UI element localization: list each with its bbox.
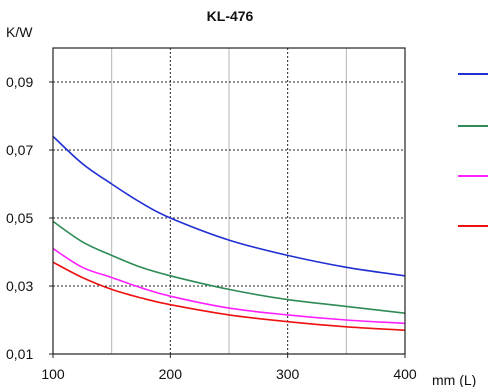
x-tick-label: 200 bbox=[159, 366, 183, 382]
grid bbox=[53, 48, 405, 354]
tick-labels: 100 200 300 400 0,01 0,03 0,05 0,07 0,09 bbox=[6, 74, 417, 382]
series-line-2 bbox=[52, 220, 406, 314]
legend bbox=[458, 73, 488, 227]
y-tick-label: 0,09 bbox=[6, 74, 33, 90]
y-tick-label: 0,05 bbox=[6, 210, 33, 226]
x-tick-label: 400 bbox=[393, 366, 417, 382]
y-tick-label: 0,01 bbox=[6, 346, 33, 362]
series-layer bbox=[52, 135, 406, 331]
x-axis-label: mm (L) bbox=[432, 372, 476, 387]
plot-frame bbox=[52, 47, 406, 355]
y-axis-label: K/W bbox=[6, 24, 33, 40]
x-tick-label: 300 bbox=[276, 366, 300, 382]
x-tick-label: 100 bbox=[41, 366, 65, 382]
y-tick-label: 0,07 bbox=[6, 142, 33, 158]
series-line-4 bbox=[52, 261, 406, 331]
series-line-1 bbox=[52, 135, 406, 277]
series-line-3 bbox=[52, 247, 406, 325]
y-tick-label: 0,03 bbox=[6, 278, 33, 294]
chart-title: KL-476 bbox=[207, 8, 254, 24]
